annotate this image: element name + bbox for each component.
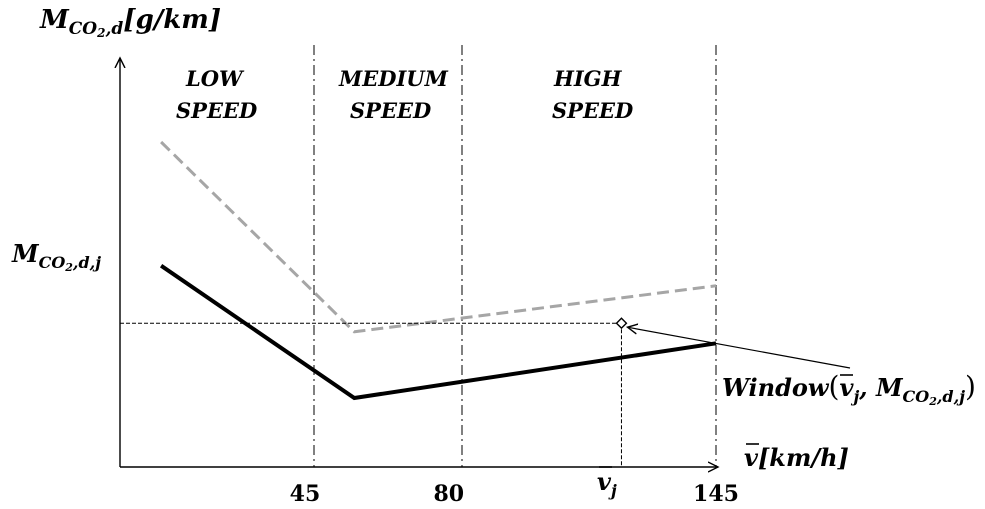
zone-label-medium-line2: SPEED	[350, 98, 432, 123]
zone-label-low-line2: SPEED	[176, 98, 258, 123]
series-solid-line	[159, 264, 717, 401]
zone-label-medium-line1: MEDIUM	[338, 66, 449, 91]
y-axis-label: MCO2,d[g/km]	[39, 5, 221, 40]
zone-label-high-line1: HIGH	[553, 66, 623, 91]
svg-text:v[km/h]: v[km/h]	[744, 443, 849, 472]
zone-label-low-line1: LOW	[185, 66, 245, 91]
x-tick-label-145: 145	[693, 481, 739, 507]
annotation-arrow	[627, 327, 851, 369]
x-axis-label: v[km/h]	[744, 443, 849, 472]
x-tick-label-80: 80	[434, 481, 465, 507]
svg-text:vj: vj	[597, 467, 617, 500]
series-dashed-line	[160, 140, 717, 334]
x-axis-symbol: v	[744, 443, 759, 472]
y-point-label: MCO2,d,j	[11, 239, 101, 274]
x-point-label: vj	[597, 466, 617, 500]
svg-text:Window(vj, MCO2,d,j): Window(vj, MCO2,d,j)	[722, 370, 976, 408]
window-point-marker	[615, 317, 628, 330]
x-axis-unit: [km/h]	[758, 443, 849, 472]
zone-label-high-line2: SPEED	[552, 98, 634, 123]
x-tick-label-45: 45	[290, 481, 321, 507]
window-annotation: Window(vj, MCO2,d,j)	[722, 370, 976, 408]
